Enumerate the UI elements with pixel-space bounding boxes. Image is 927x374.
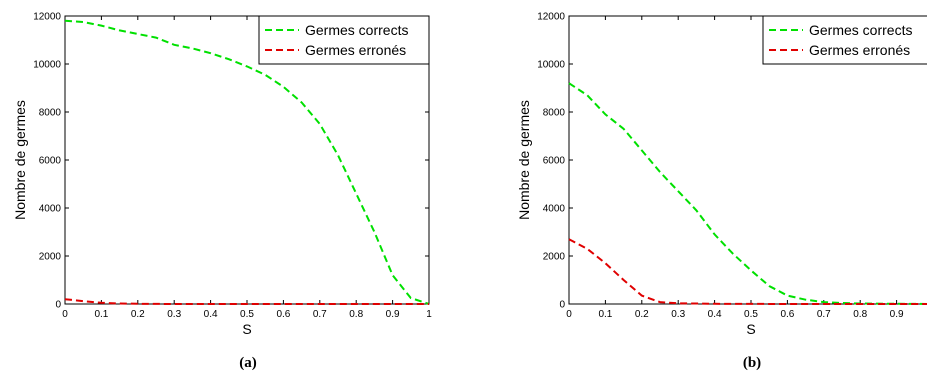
x-tick-label: 0.6 bbox=[276, 309, 290, 320]
y-tick-label: 6000 bbox=[543, 156, 566, 167]
y-tick-label: 6000 bbox=[39, 156, 62, 167]
y-tick-label: 2000 bbox=[543, 252, 566, 263]
x-tick-label: 1 bbox=[426, 309, 432, 320]
chart-panel-a: 0 0.1 0.2 0.3 0.4 0.5 0.6 0.7 0.8 0.9 1 0 2000 4000 60… bbox=[12, 12, 432, 338]
x-tick-label: 0.8 bbox=[853, 309, 867, 320]
y-tick-label: 10000 bbox=[537, 60, 565, 71]
series-line-germes-corrects bbox=[568, 82, 927, 305]
y-tick-label: 0 bbox=[55, 300, 61, 311]
legend-box bbox=[258, 15, 430, 65]
x-tick-label: 0.5 bbox=[240, 309, 254, 320]
x-tick-label: 0.3 bbox=[167, 309, 181, 320]
x-tick-label: 0.4 bbox=[204, 309, 218, 320]
series-line-germes-errones bbox=[64, 298, 429, 305]
caption-b: (b) bbox=[743, 355, 761, 371]
y-tick-label: 4000 bbox=[543, 204, 566, 215]
x-tick-label: 0.2 bbox=[635, 309, 649, 320]
x-tick-label: 0.9 bbox=[890, 309, 904, 320]
x-tick-label: 0.8 bbox=[349, 309, 363, 320]
caption-a: (a) bbox=[239, 355, 257, 371]
y-tick-label: 12000 bbox=[33, 12, 61, 23]
x-axis-label: S bbox=[746, 321, 755, 337]
x-tick-label: 0.3 bbox=[671, 309, 685, 320]
y-axis-label: Nombre de germes bbox=[516, 100, 532, 220]
x-tick-label: 0.5 bbox=[744, 309, 758, 320]
legend-entry: Germes corrects bbox=[305, 22, 408, 38]
y-tick-label: 4000 bbox=[39, 204, 62, 215]
x-axis-label: S bbox=[242, 321, 251, 337]
legend-entry: Germes corrects bbox=[809, 22, 912, 38]
series-line-germes-corrects bbox=[64, 19, 430, 305]
x-tick-label: 0 bbox=[566, 309, 572, 320]
x-tick-label: 0 bbox=[62, 309, 68, 320]
y-tick-label: 8000 bbox=[39, 108, 62, 119]
y-tick-label: 8000 bbox=[543, 108, 566, 119]
series-line-germes-errones bbox=[568, 238, 927, 305]
y-tick-label: 12000 bbox=[537, 12, 565, 23]
y-tick-label: 2000 bbox=[39, 252, 62, 263]
y-tick-label: 10000 bbox=[33, 60, 61, 71]
y-axis-label: Nombre de germes bbox=[12, 100, 28, 220]
x-tick-label: 0.9 bbox=[386, 309, 400, 320]
x-tick-label: 0.1 bbox=[598, 309, 612, 320]
x-tick-label: 0.4 bbox=[708, 309, 722, 320]
x-tick-label: 0.1 bbox=[94, 309, 108, 320]
y-tick-label: 0 bbox=[559, 300, 565, 311]
x-tick-label: 0.6 bbox=[780, 309, 794, 320]
x-tick-label: 0.2 bbox=[131, 309, 145, 320]
legend-entry: Germes erronés bbox=[305, 42, 406, 58]
x-tick-label: 0.7 bbox=[313, 309, 327, 320]
legend-box bbox=[762, 15, 927, 65]
legend-entry: Germes erronés bbox=[809, 42, 910, 58]
x-tick-label: 0.7 bbox=[817, 309, 831, 320]
chart-panel-b: 0 0.1 0.2 0.3 0.4 0.5 0.6 0.7 0.8 0.9 0 2000 4000 600… bbox=[516, 12, 927, 337]
